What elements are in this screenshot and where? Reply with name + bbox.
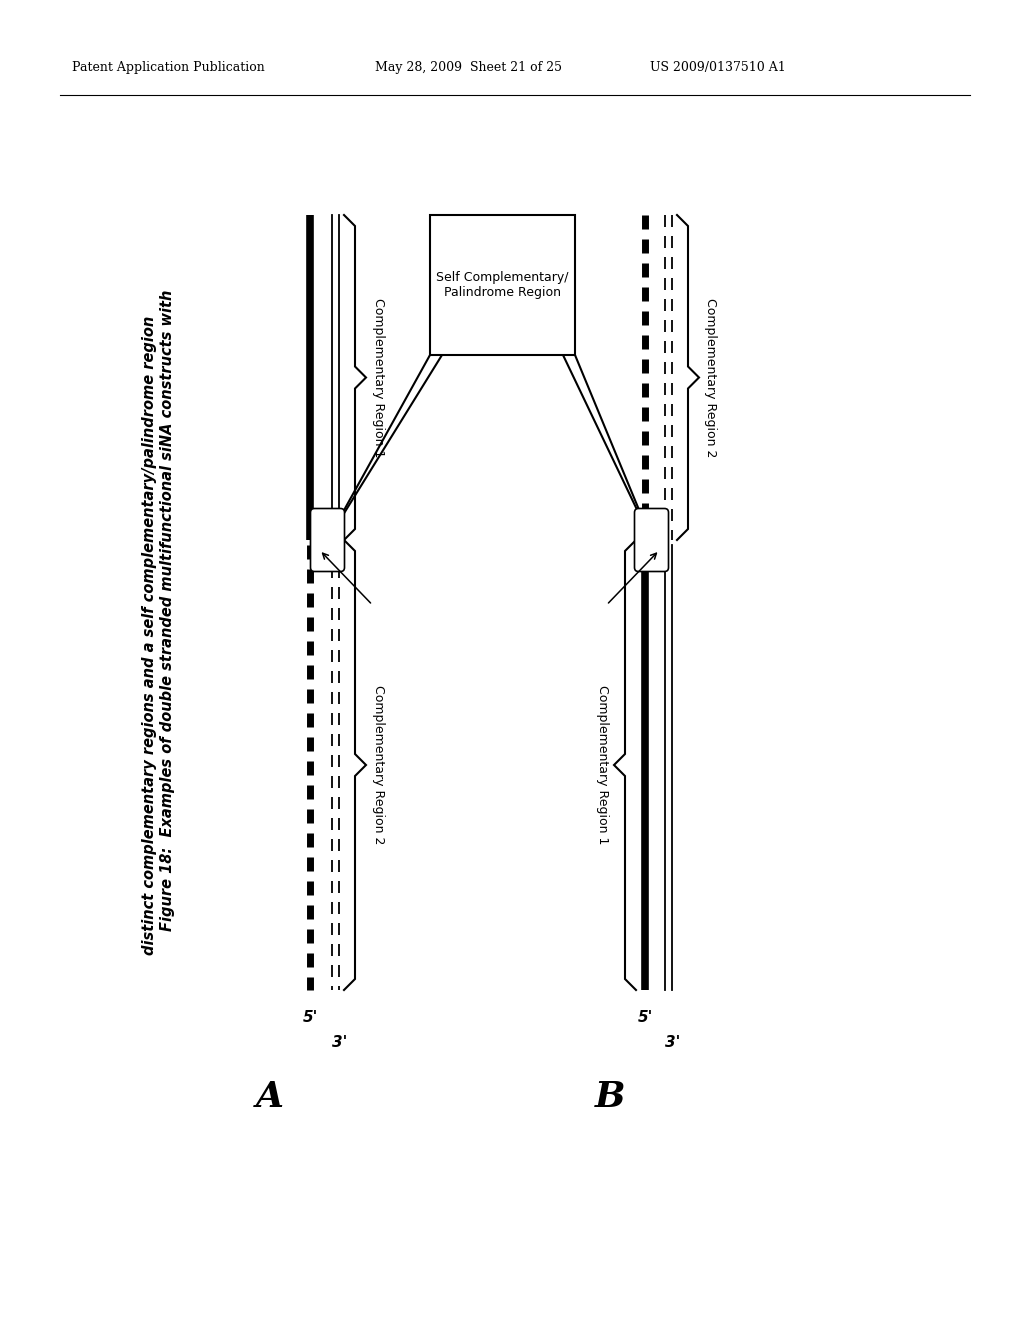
Text: Complementary Region 2: Complementary Region 2 xyxy=(372,685,384,845)
FancyBboxPatch shape xyxy=(635,508,669,572)
Text: May 28, 2009  Sheet 21 of 25: May 28, 2009 Sheet 21 of 25 xyxy=(375,62,562,74)
Text: Complementary Region 2: Complementary Region 2 xyxy=(705,298,718,457)
Text: Self Complementary/
Palindrome Region: Self Complementary/ Palindrome Region xyxy=(436,271,568,300)
FancyBboxPatch shape xyxy=(310,508,344,572)
Text: B: B xyxy=(595,1080,626,1114)
Text: Patent Application Publication: Patent Application Publication xyxy=(72,62,265,74)
Text: A: A xyxy=(256,1080,284,1114)
Text: 3': 3' xyxy=(333,1035,347,1049)
FancyBboxPatch shape xyxy=(430,215,575,355)
Text: 5': 5' xyxy=(302,1010,317,1026)
Text: 3': 3' xyxy=(666,1035,681,1049)
Text: US 2009/0137510 A1: US 2009/0137510 A1 xyxy=(650,62,785,74)
Text: 5': 5' xyxy=(637,1010,652,1026)
Text: Complementary Region 1: Complementary Region 1 xyxy=(596,685,608,845)
Text: Figure 18:  Examples of double stranded multifunctional siNA constructs with: Figure 18: Examples of double stranded m… xyxy=(161,289,175,931)
Text: distinct complementary regions and a self complementary/palindrome region: distinct complementary regions and a sel… xyxy=(142,315,158,954)
Text: Complementary Region 1: Complementary Region 1 xyxy=(372,298,384,457)
